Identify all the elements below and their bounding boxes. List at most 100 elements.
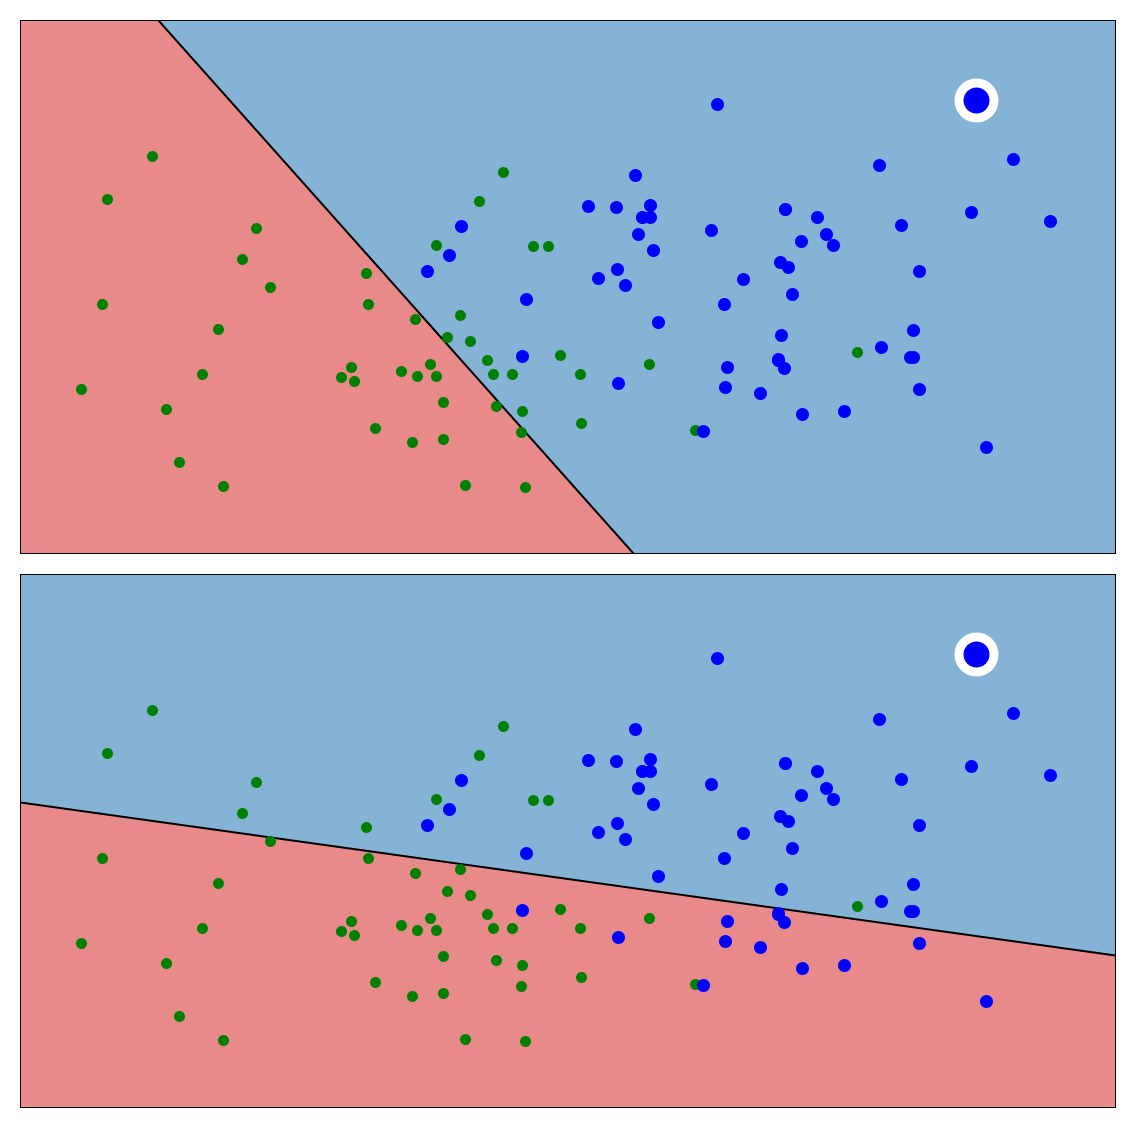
plot-frame bbox=[20, 574, 1116, 1108]
green-point-17 bbox=[361, 822, 372, 833]
green-point-13 bbox=[474, 196, 485, 207]
green-point-8 bbox=[76, 384, 87, 395]
green-point-30 bbox=[488, 369, 499, 380]
green-point-28 bbox=[412, 925, 423, 936]
blue-point-53 bbox=[612, 377, 625, 390]
green-point-20 bbox=[455, 310, 466, 321]
green-point-36 bbox=[852, 347, 863, 358]
highlighted-blue-point bbox=[963, 641, 990, 668]
green-point-3 bbox=[237, 808, 248, 819]
blue-point-27 bbox=[592, 272, 605, 285]
green-point-21 bbox=[410, 868, 421, 879]
blue-point-50 bbox=[796, 408, 809, 421]
blue-point-10 bbox=[644, 753, 657, 766]
green-point-9 bbox=[161, 958, 172, 969]
green-point-44 bbox=[438, 988, 449, 999]
green-point-16 bbox=[543, 241, 554, 252]
blue-point-24 bbox=[913, 819, 926, 832]
series-blue bbox=[421, 98, 1057, 454]
green-point-29 bbox=[431, 371, 442, 382]
green-point-19 bbox=[465, 890, 476, 901]
green-point-38 bbox=[491, 401, 502, 412]
green-point-29 bbox=[431, 925, 442, 936]
blue-point-14 bbox=[647, 798, 660, 811]
blue-point-48 bbox=[838, 959, 851, 972]
blue-point-15 bbox=[705, 224, 718, 237]
blue-point-27 bbox=[592, 826, 605, 839]
blue-point-29 bbox=[786, 288, 799, 301]
green-point-23 bbox=[425, 359, 436, 370]
blue-point-50 bbox=[796, 962, 809, 975]
green-point-24 bbox=[346, 362, 357, 373]
blue-point-52 bbox=[697, 979, 710, 992]
green-point-22 bbox=[442, 886, 453, 897]
green-point-33 bbox=[555, 904, 566, 915]
blue-point-8 bbox=[610, 755, 623, 768]
blue-point-42 bbox=[904, 351, 917, 364]
blue-point-41 bbox=[516, 904, 529, 917]
scatter-panel-1 bbox=[20, 20, 1116, 554]
blue-point-14 bbox=[647, 244, 660, 257]
green-point-24 bbox=[346, 916, 357, 927]
green-point-43 bbox=[407, 437, 418, 448]
series-blue-highlight bbox=[954, 632, 999, 677]
green-point-31 bbox=[507, 923, 518, 934]
blue-point-33 bbox=[455, 220, 468, 233]
blue-point-35 bbox=[421, 819, 434, 832]
highlighted-blue-point bbox=[963, 87, 990, 114]
blue-point-47 bbox=[754, 941, 767, 954]
blue-point-32 bbox=[520, 847, 533, 860]
blue-point-51 bbox=[980, 995, 993, 1008]
green-point-47 bbox=[520, 482, 531, 493]
blue-point-19 bbox=[820, 782, 833, 795]
blue-point-41 bbox=[516, 350, 529, 363]
green-point-15 bbox=[528, 795, 539, 806]
green-point-31 bbox=[507, 369, 518, 380]
decision-boundary-line bbox=[157, 20, 635, 554]
blue-point-25 bbox=[611, 263, 624, 276]
green-point-7 bbox=[197, 369, 208, 380]
blue-point-4 bbox=[1044, 215, 1057, 228]
blue-point-6 bbox=[629, 169, 642, 182]
green-point-47 bbox=[520, 1036, 531, 1047]
green-point-2 bbox=[251, 777, 262, 788]
green-point-12 bbox=[498, 721, 509, 732]
green-point-0 bbox=[147, 151, 158, 162]
blue-point-20 bbox=[827, 793, 840, 806]
green-point-41 bbox=[576, 418, 587, 429]
blue-point-8 bbox=[610, 201, 623, 214]
green-point-34 bbox=[575, 923, 586, 934]
blue-point-18 bbox=[779, 203, 792, 216]
blue-point-2 bbox=[1007, 707, 1020, 720]
series-blue bbox=[421, 652, 1057, 1008]
green-point-41 bbox=[576, 972, 587, 983]
blue-point-0 bbox=[711, 652, 724, 665]
blue-point-26 bbox=[619, 279, 632, 292]
blue-point-46 bbox=[778, 362, 791, 375]
green-point-32 bbox=[482, 355, 493, 366]
green-point-10 bbox=[174, 1011, 185, 1022]
green-point-10 bbox=[174, 457, 185, 468]
blue-point-0 bbox=[711, 98, 724, 111]
blue-point-44 bbox=[719, 381, 732, 394]
blue-point-33 bbox=[455, 774, 468, 787]
blue-point-43 bbox=[721, 915, 734, 928]
green-point-37 bbox=[438, 951, 449, 962]
green-point-5 bbox=[97, 299, 108, 310]
green-point-27 bbox=[396, 920, 407, 931]
series-blue-highlight bbox=[954, 78, 999, 123]
blue-point-23 bbox=[782, 815, 795, 828]
green-point-37 bbox=[438, 397, 449, 408]
scatter-panel-2 bbox=[20, 574, 1116, 1108]
blue-point-34 bbox=[443, 249, 456, 262]
green-point-28 bbox=[412, 371, 423, 382]
blue-point-5 bbox=[965, 206, 978, 219]
blue-point-3 bbox=[895, 773, 908, 786]
green-point-11 bbox=[218, 1035, 229, 1046]
blue-point-5 bbox=[965, 760, 978, 773]
blue-point-25 bbox=[611, 817, 624, 830]
green-point-26 bbox=[349, 930, 360, 941]
blue-point-1 bbox=[873, 713, 886, 726]
blue-point-21 bbox=[795, 235, 808, 248]
